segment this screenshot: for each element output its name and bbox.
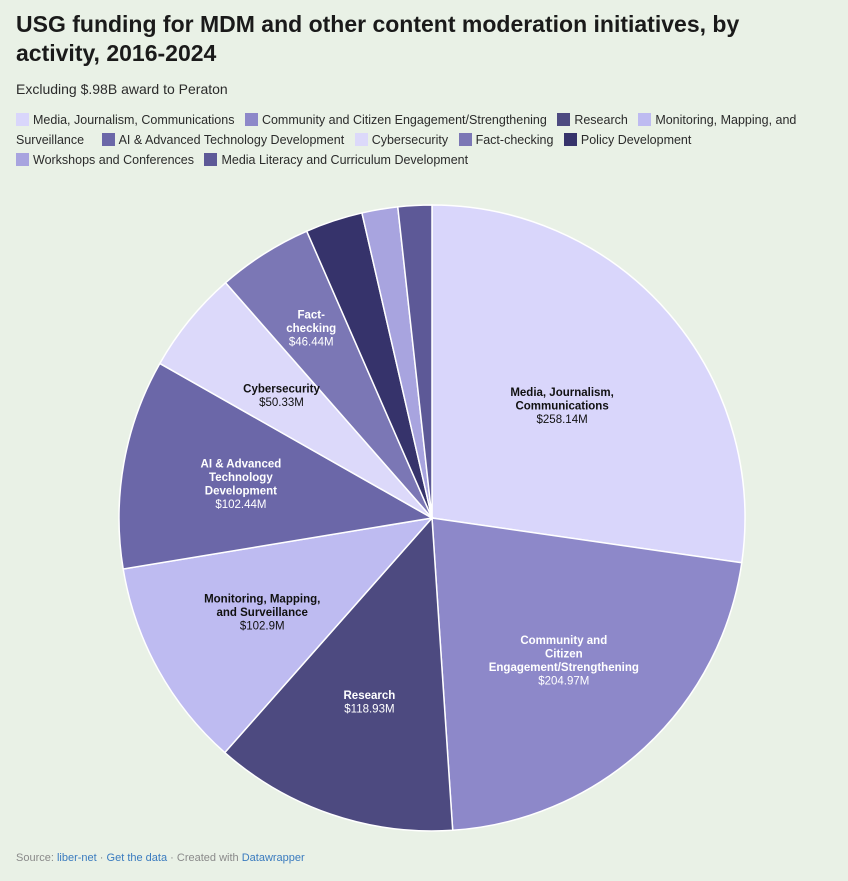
chart-footer: Source: liber-net · Get the data · Creat… bbox=[16, 852, 305, 864]
slice-label-6: Fact-checking $46.44M bbox=[286, 309, 336, 348]
chart-title: USG funding for MDM and other content mo… bbox=[16, 11, 740, 66]
pie-slice-4[interactable] bbox=[118, 362, 435, 570]
footer-separator: · bbox=[170, 852, 174, 864]
slice-label-4: AI & Advanced Technology Development $102.4… bbox=[201, 459, 282, 512]
slice-category-label: Community and bbox=[520, 635, 607, 647]
legend-item: Media Literacy and Curriculum Developmen… bbox=[204, 150, 468, 170]
legend-label: Community and Citizen Engagement/Strengt… bbox=[261, 113, 547, 127]
slice-label-5: Cybersecurity $50.33M bbox=[243, 384, 320, 410]
legend-swatch bbox=[101, 133, 115, 146]
slice-category-label: and Surveillance bbox=[216, 607, 307, 619]
legend-item: Policy Development bbox=[563, 130, 692, 150]
legend-label: Monitoring, Mapping, and Surveillance bbox=[16, 113, 797, 147]
slice-category-label: AI & Advanced bbox=[201, 459, 282, 471]
slice-category-label: Technology bbox=[209, 472, 273, 484]
pie-slice-1[interactable] bbox=[431, 517, 743, 832]
source-link[interactable]: liber-net bbox=[56, 852, 97, 864]
legend-label: Research bbox=[574, 113, 628, 127]
legend-swatch bbox=[204, 153, 218, 166]
legend-swatch bbox=[557, 113, 571, 126]
slice-label-1: Community and Citizen Engagement/Strengthe… bbox=[489, 635, 639, 688]
legend-swatch bbox=[244, 113, 258, 126]
slice-category-label: Communications bbox=[515, 400, 608, 412]
legend-label: Media, Journalism, Communications bbox=[33, 113, 235, 127]
slice-category-label: Fact- bbox=[297, 309, 325, 321]
legend-swatch bbox=[563, 133, 577, 146]
get-data-link[interactable]: Get the data bbox=[106, 852, 168, 864]
pie-slice-3[interactable] bbox=[122, 516, 434, 754]
slice-label-3: Monitoring, Mapping, and Surveillance $102… bbox=[204, 594, 320, 633]
slice-value-label: $46.44M bbox=[289, 336, 334, 348]
legend-swatch bbox=[354, 133, 368, 146]
legend-swatch bbox=[458, 133, 472, 146]
slice-value-label: $102.9M bbox=[240, 621, 285, 633]
legend-item: Cybersecurity bbox=[354, 130, 449, 150]
legend-label: Cybersecurity bbox=[371, 133, 449, 147]
slice-category-label: Cybersecurity bbox=[243, 384, 320, 396]
legend-item: Community and Citizen Engagement/Strengt… bbox=[244, 110, 547, 130]
slice-category-label: Engagement/Strengthening bbox=[489, 662, 639, 674]
source-prefix: Source: bbox=[16, 852, 54, 864]
pie-slice-9[interactable] bbox=[396, 204, 433, 519]
created-with-text: Created with bbox=[176, 852, 239, 864]
slice-value-label: $204.97M bbox=[538, 676, 589, 688]
legend-item: AI & Advanced Technology Development bbox=[101, 130, 345, 150]
legend-label: Workshops and Conferences bbox=[33, 153, 194, 167]
legend-item: Research bbox=[557, 110, 628, 130]
footer-separator: · bbox=[99, 852, 104, 864]
legend-item: Media, Journalism, Communications bbox=[16, 110, 234, 130]
slice-value-label: $258.14M bbox=[537, 414, 588, 426]
slice-category-label: Monitoring, Mapping, bbox=[204, 594, 320, 606]
slice-category-label: Media, Journalism, bbox=[510, 387, 614, 399]
legend-label: Policy Development bbox=[580, 133, 692, 147]
legend-item: Workshops and Conferences bbox=[16, 150, 194, 170]
legend-label: AI & Advanced Technology Development bbox=[118, 133, 345, 147]
slice-category-label: Citizen bbox=[545, 649, 583, 661]
legend-label: Media Literacy and Curriculum Developmen… bbox=[221, 153, 469, 167]
slice-category-label: Research bbox=[344, 690, 396, 702]
datawrapper-link[interactable]: Datawrapper bbox=[241, 852, 305, 864]
slice-value-label: $50.33M bbox=[259, 397, 304, 409]
legend-label: Fact-checking bbox=[475, 133, 554, 147]
slice-category-label: Development bbox=[205, 486, 277, 498]
pie-slice-0[interactable] bbox=[431, 204, 746, 564]
chart-legend: Media, Journalism, Communications Commun… bbox=[16, 110, 841, 170]
slice-value-label: $102.44M bbox=[215, 499, 266, 511]
slice-label-0: Media, Journalism, Communications $258.14M bbox=[510, 387, 614, 426]
slice-label-2: Research $118.93M bbox=[344, 690, 396, 716]
slice-value-label: $118.93M bbox=[344, 703, 394, 715]
pie-slice-2[interactable] bbox=[223, 516, 454, 832]
legend-swatch bbox=[16, 153, 29, 166]
legend-swatch bbox=[638, 113, 652, 126]
slice-category-label: checking bbox=[286, 323, 336, 335]
chart-subtitle: Excluding $.98B award to Peraton bbox=[16, 81, 228, 97]
legend-item: Fact-checking bbox=[458, 130, 554, 150]
legend-item: Monitoring, Mapping, and Surveillance bbox=[16, 113, 796, 147]
legend-swatch bbox=[16, 113, 29, 126]
